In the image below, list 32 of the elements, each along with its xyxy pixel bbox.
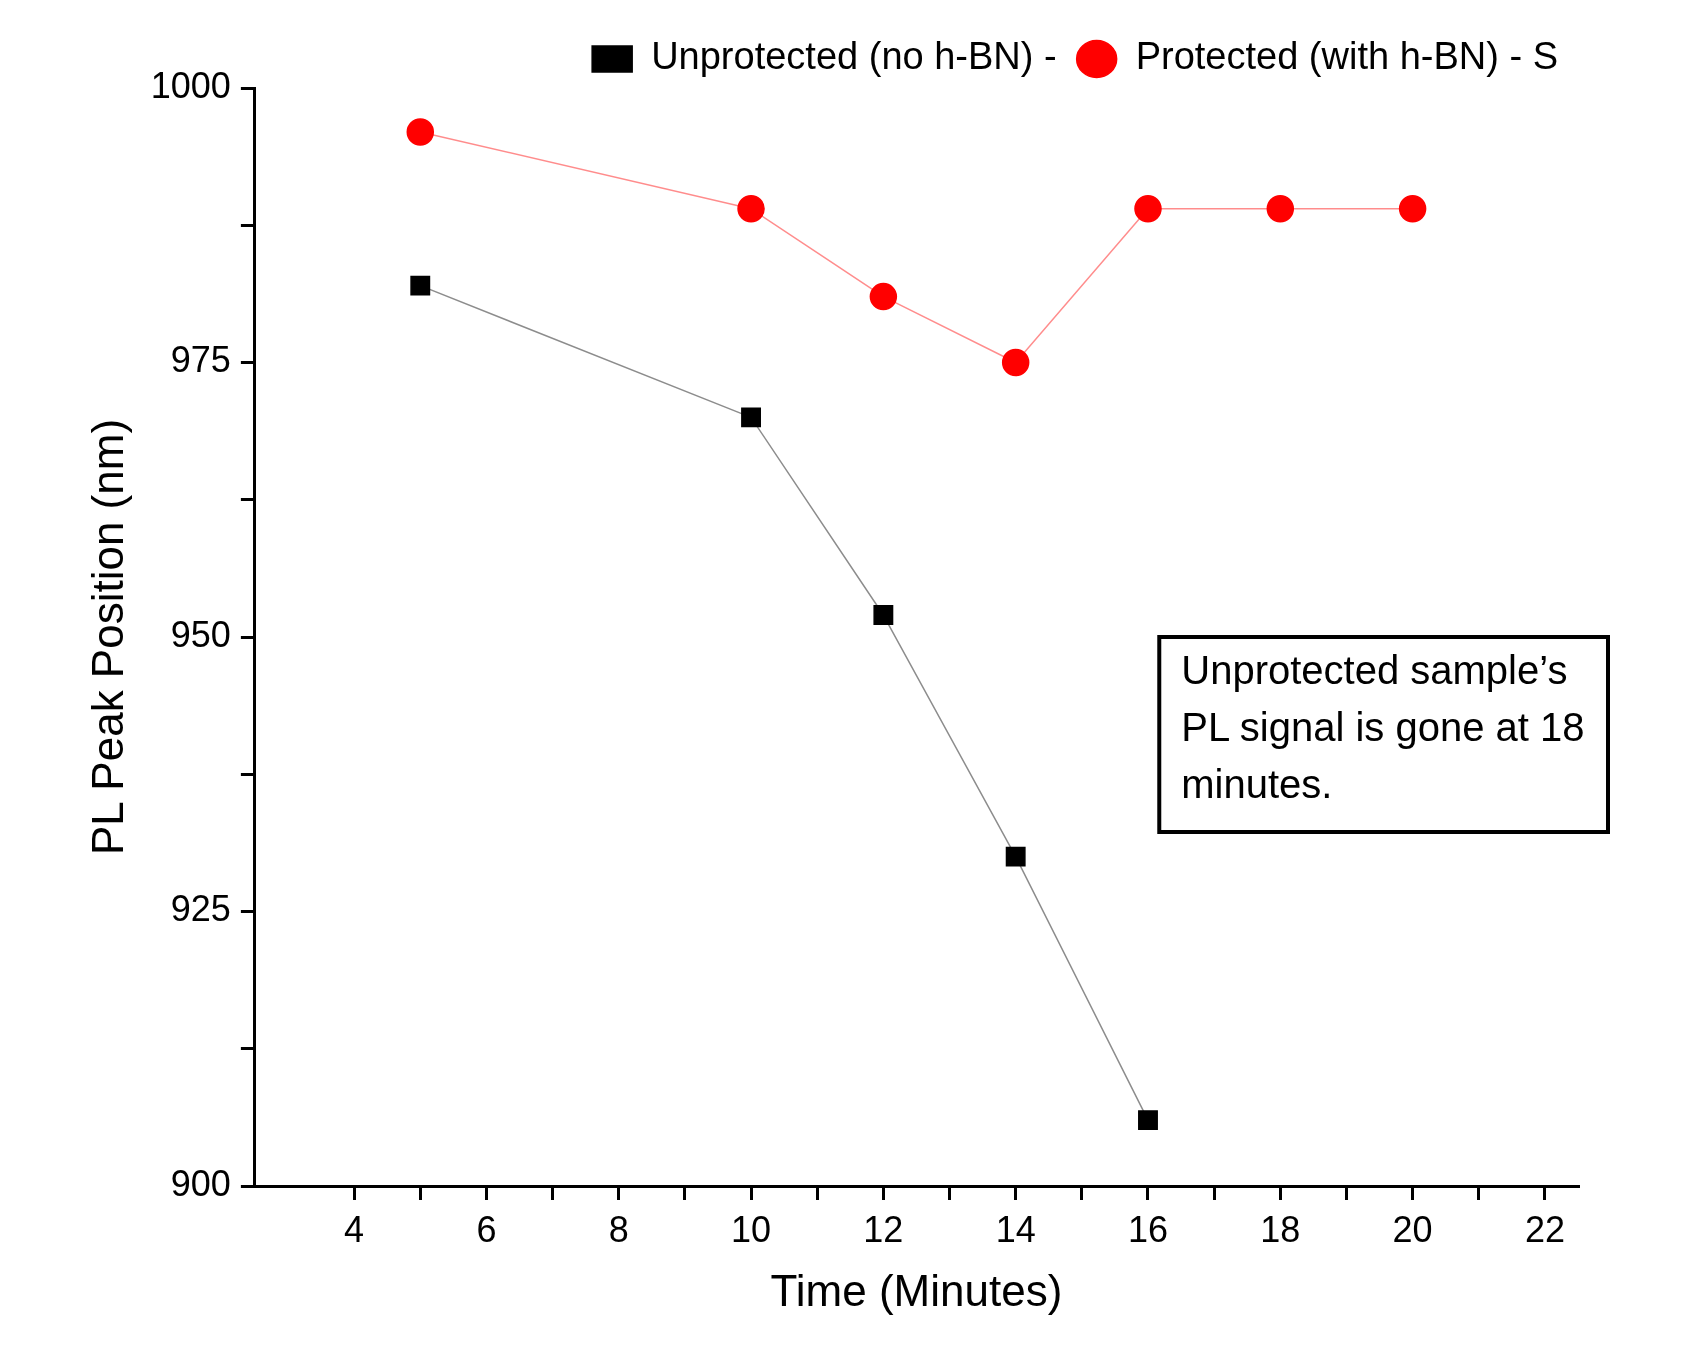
point — [1134, 195, 1162, 223]
x-tick-label: 22 — [1524, 1208, 1565, 1250]
y-tick-label: 900 — [170, 1162, 231, 1204]
x-tick-label: 14 — [995, 1208, 1036, 1250]
x-tick-label: 12 — [863, 1208, 904, 1250]
point — [1138, 1110, 1158, 1131]
y-axis-title: PL Peak Position (nm) — [82, 418, 132, 856]
y-tick-label: 1000 — [150, 64, 231, 106]
x-tick-label: 18 — [1260, 1208, 1301, 1250]
x-tick-label: 20 — [1392, 1208, 1433, 1250]
x-tick-label: 16 — [1127, 1208, 1169, 1250]
point — [1266, 195, 1295, 223]
annotation: Unprotected sample’s PL signal is gone at 18 minutes. — [1181, 648, 1585, 807]
point — [1398, 195, 1427, 223]
legend-label: Protected (with h-BN) - S — [1135, 35, 1558, 78]
point — [406, 118, 435, 146]
point — [741, 407, 761, 428]
x-tick-label: 4 — [344, 1208, 365, 1250]
y-tick-label: 950 — [170, 613, 231, 655]
point — [410, 275, 431, 296]
y-tick-label: 925 — [170, 888, 231, 930]
point — [873, 605, 894, 625]
point — [1001, 348, 1030, 377]
x-tick-label: 10 — [731, 1208, 772, 1250]
x-axis-title: Time (Minutes) — [770, 1265, 1063, 1315]
x-tick-label: 8 — [608, 1208, 629, 1250]
point — [869, 282, 898, 311]
point — [1005, 846, 1026, 867]
y-tick-label: 975 — [170, 339, 231, 381]
point — [737, 195, 765, 223]
legend-label: Unprotected (no h-BN) - — [651, 35, 1057, 78]
x-tick-label: 6 — [476, 1208, 497, 1250]
